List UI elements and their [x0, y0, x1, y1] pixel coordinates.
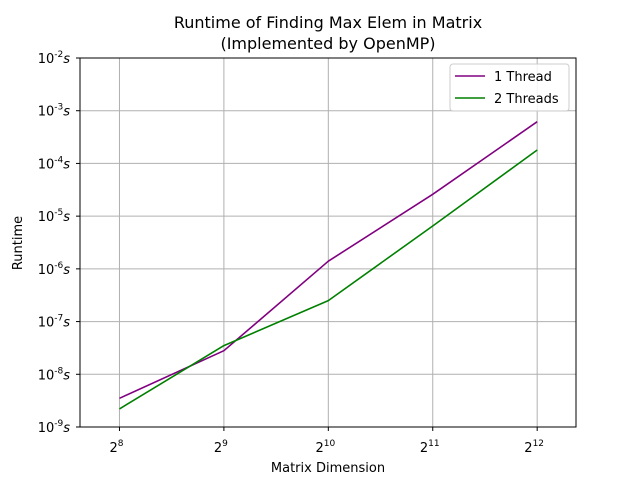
y-tick-unit: s	[63, 52, 70, 67]
y-tick-unit: s	[63, 316, 70, 331]
legend: 1 Thread 2 Threads	[449, 63, 570, 112]
x-tick-base: 2	[214, 441, 222, 456]
y-tick-label: 10-6s	[38, 261, 71, 278]
y-tick-base: 10	[38, 210, 55, 225]
y-tick-unit: s	[63, 263, 70, 278]
x-tick-label: 211	[420, 439, 440, 456]
x-tick-base: 2	[420, 441, 428, 456]
y-tick-label: 10-5s	[38, 208, 71, 225]
y-tick-exponent: -3	[54, 103, 63, 113]
y-tick-exponent: -8	[54, 366, 63, 376]
x-tick-label: 212	[524, 439, 544, 456]
y-tick-label: 10-4s	[38, 155, 71, 172]
x-tick-exponent: 9	[222, 439, 228, 449]
y-tick-unit: s	[63, 157, 70, 172]
y-tick-unit: s	[63, 368, 70, 383]
y-tick-exponent: -4	[54, 155, 63, 165]
x-axis-ticks: 28 29 210 211 212	[109, 427, 544, 456]
x-tick-label: 28	[109, 439, 123, 456]
chart-title-line1: Runtime of Finding Max Elem in Matrix	[174, 13, 482, 32]
y-tick-base: 10	[38, 368, 55, 383]
y-tick-exponent: -6	[54, 261, 63, 271]
x-tick-label: 210	[315, 439, 335, 456]
y-tick-base: 10	[38, 421, 55, 436]
series-line-2	[119, 149, 538, 410]
y-tick-exponent: -5	[54, 208, 63, 218]
y-tick-unit: s	[63, 421, 70, 436]
y-tick-unit: s	[63, 105, 70, 120]
x-tick-base: 2	[109, 441, 117, 456]
x-tick-label: 29	[214, 439, 228, 456]
y-tick-unit: s	[63, 210, 70, 225]
grid-lines	[80, 57, 576, 428]
x-tick-base: 2	[315, 441, 323, 456]
y-tick-label: 10-8s	[38, 366, 71, 383]
y-tick-exponent: -7	[54, 314, 63, 324]
y-tick-label: 10-9s	[38, 419, 71, 436]
x-axis-label: Matrix Dimension	[271, 461, 385, 476]
y-axis-label: Runtime	[11, 216, 26, 270]
y-tick-base: 10	[38, 157, 55, 172]
legend-label-1: 1 Thread	[494, 70, 552, 85]
x-tick-exponent: 10	[324, 439, 336, 449]
y-tick-base: 10	[38, 316, 55, 331]
x-tick-exponent: 12	[533, 439, 544, 449]
y-tick-base: 10	[38, 52, 55, 67]
chart-title-line2: (Implemented by OpenMP)	[220, 34, 435, 53]
y-tick-base: 10	[38, 105, 55, 120]
y-tick-label: 10-2s	[38, 50, 71, 67]
y-tick-exponent: -2	[54, 50, 63, 60]
y-tick-exponent: -9	[54, 419, 63, 429]
x-tick-exponent: 8	[118, 439, 124, 449]
y-tick-base: 10	[38, 263, 55, 278]
series-lines	[119, 121, 538, 410]
x-tick-exponent: 11	[428, 439, 439, 449]
y-tick-label: 10-3s	[38, 103, 71, 120]
legend-label-2: 2 Threads	[494, 92, 559, 107]
x-tick-base: 2	[524, 441, 532, 456]
y-tick-label: 10-7s	[38, 314, 71, 331]
